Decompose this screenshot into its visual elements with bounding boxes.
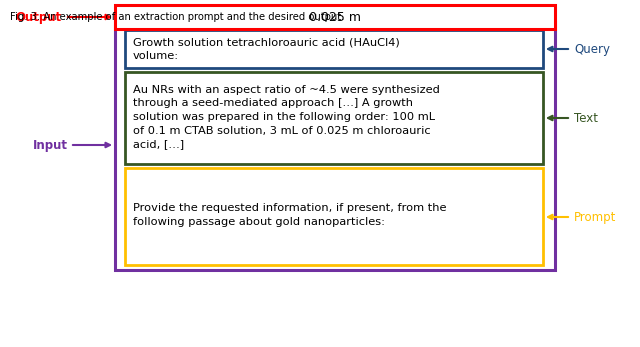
Bar xyxy=(125,168,543,265)
Text: 0.025 m: 0.025 m xyxy=(309,10,361,24)
Text: Text: Text xyxy=(574,111,598,125)
Text: Prompt: Prompt xyxy=(574,211,616,223)
Text: Output: Output xyxy=(16,10,62,24)
Text: Provide the requested information, if present, from the
following passage about : Provide the requested information, if pr… xyxy=(133,203,447,227)
Bar xyxy=(125,30,543,68)
Text: Growth solution tetrachloroauric acid (HAuCl4)
volume:: Growth solution tetrachloroauric acid (H… xyxy=(133,37,400,61)
Bar xyxy=(115,5,555,29)
Bar xyxy=(115,22,555,270)
Text: Au NRs with an aspect ratio of ~4.5 were synthesized
through a seed-mediated app: Au NRs with an aspect ratio of ~4.5 were… xyxy=(133,85,440,149)
Text: Fig. 3. An example of an extraction prompt and the desired output.: Fig. 3. An example of an extraction prom… xyxy=(10,12,344,22)
Text: Query: Query xyxy=(574,42,610,56)
Bar xyxy=(125,72,543,164)
Text: Input: Input xyxy=(33,138,68,152)
